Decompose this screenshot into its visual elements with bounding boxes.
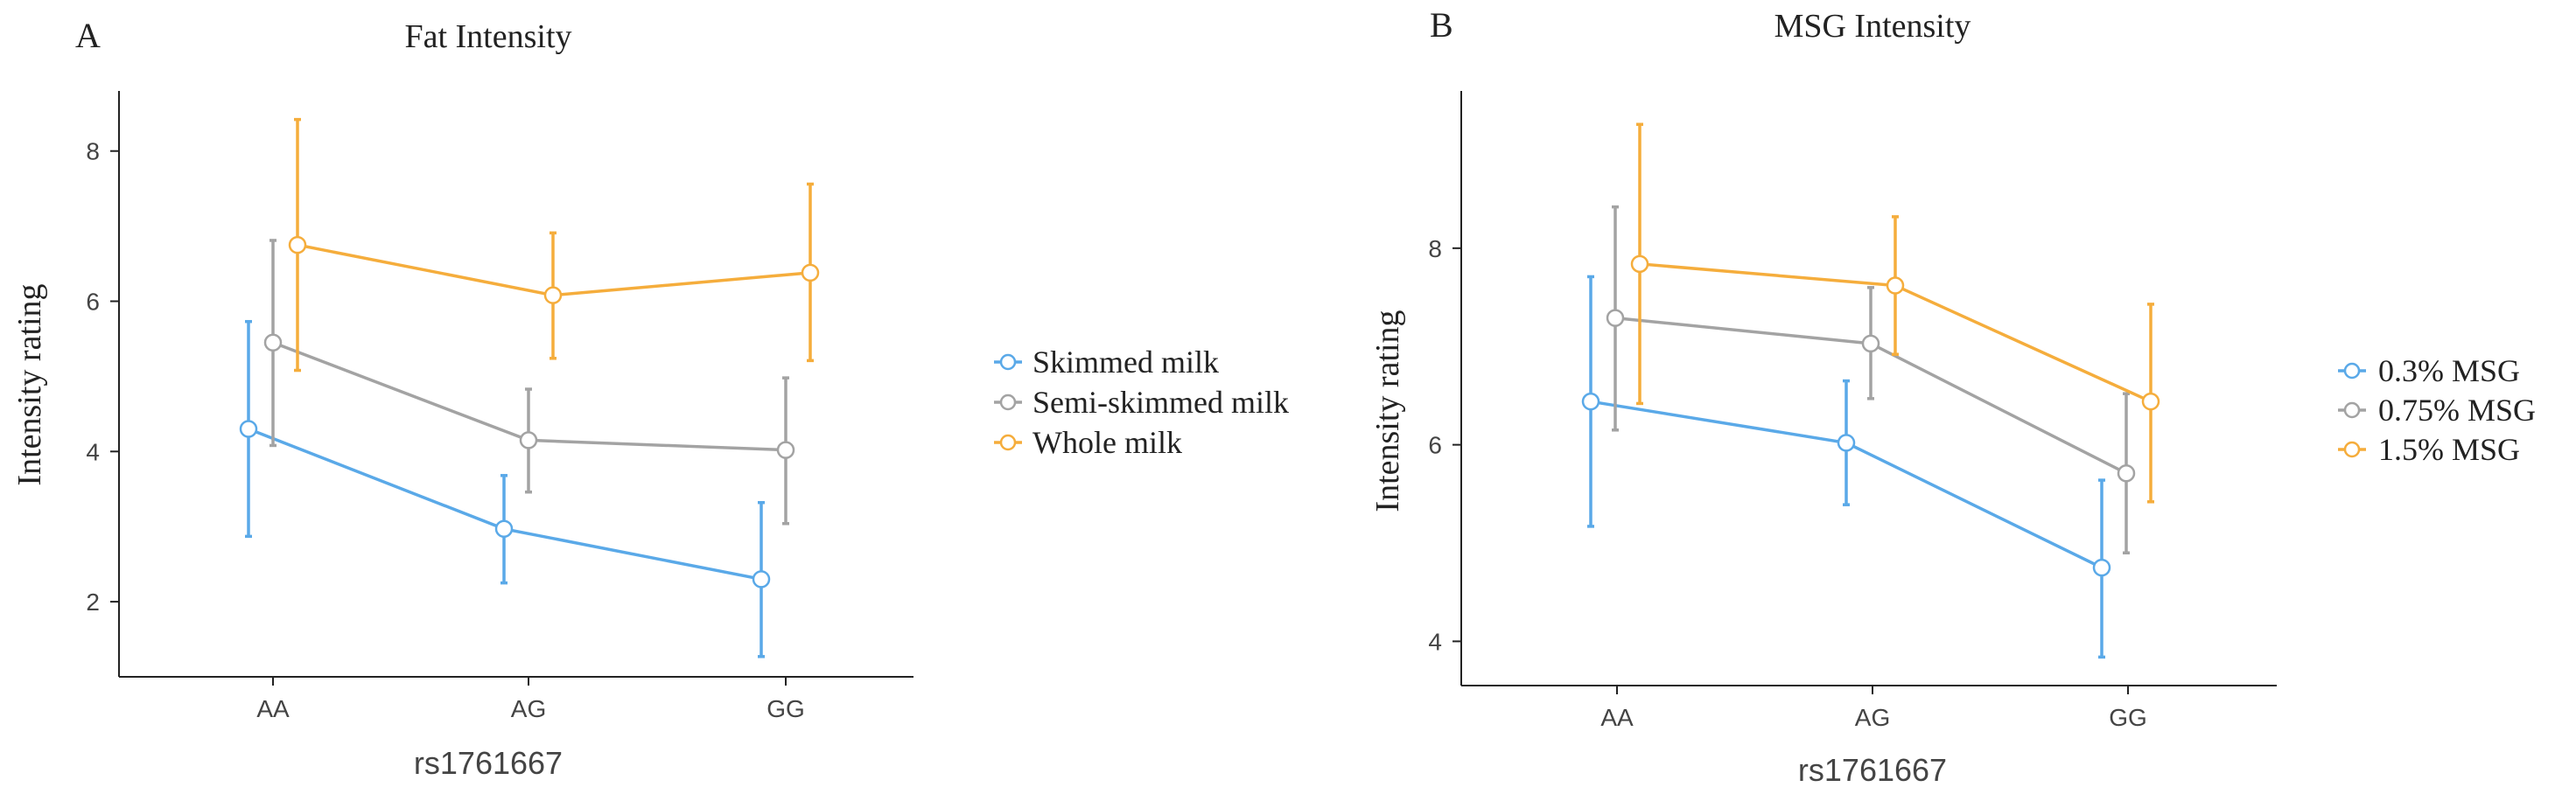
chart-title-msg: MSG Intensity (1774, 8, 1971, 45)
data-point-whole-milk (543, 286, 563, 304)
y-tick-label-fat: 4 (86, 438, 100, 465)
data-point-0-3-msg (2092, 558, 2111, 577)
panel-label-b: B (1430, 5, 1453, 45)
legend-marker-skimmed (999, 353, 1017, 371)
data-point-whole-milk (288, 235, 307, 254)
data-point-whole-milk (801, 263, 820, 282)
legend-fat: Skimmed milk Semi-skimmed milk Whole mil… (994, 345, 1289, 460)
legend-label-semi-skimmed: Semi-skimmed milk (1032, 385, 1289, 420)
data-point-1-5-msg (1630, 254, 1649, 274)
data-point-semi-skimmed-milk (776, 441, 795, 459)
data-point-0-75-msg (2117, 463, 2136, 483)
legend-entry-whole: Whole milk (994, 425, 1182, 460)
legend-marker-whole (999, 434, 1017, 451)
data-point-0-75-msg (1606, 309, 1625, 327)
x-axis-label-msg: rs1761667 (1798, 752, 1947, 788)
legend-marker-msg-03 (2343, 362, 2361, 380)
legend-label-skimmed: Skimmed milk (1032, 345, 1219, 380)
legend-entry-semi-skimmed: Semi-skimmed milk (994, 385, 1289, 420)
chart-title-fat: Fat Intensity (404, 18, 571, 55)
x-tick-label-fat: AG (511, 695, 546, 722)
data-point-0-75-msg (1861, 334, 1880, 353)
plot-area-fat: 2 4 6 8 AA AG GG (86, 91, 914, 722)
panel-msg-intensity: B MSG Intensity Intensity rating rs17616… (1369, 5, 2536, 788)
legend-marker-msg-15 (2343, 441, 2361, 458)
legend-entry-msg-075: 0.75% MSG (2338, 393, 2536, 428)
data-point-skimmed-milk (239, 420, 258, 438)
plot-area-msg: 4 6 8 AA AG GG (1428, 91, 2277, 731)
x-tick-label-msg: AG (1855, 704, 1890, 731)
legend-marker-msg-075 (2343, 401, 2361, 419)
legend-label-msg-15: 1.5% MSG (2378, 432, 2520, 467)
legend-entry-msg-15: 1.5% MSG (2338, 432, 2520, 467)
legend-marker-semi-skimmed (999, 394, 1017, 411)
x-tick-label-fat: GG (766, 695, 805, 722)
y-axis-label-fat: Intensity rating (11, 283, 48, 485)
y-tick-label-msg: 4 (1428, 628, 1442, 655)
y-tick-label-msg: 8 (1428, 235, 1442, 262)
data-point-skimmed-milk (494, 519, 514, 539)
y-tick-label-msg: 6 (1428, 432, 1442, 459)
y-tick-label-fat: 2 (86, 589, 100, 616)
data-point-skimmed-milk (752, 570, 771, 589)
y-tick-label-fat: 8 (86, 138, 100, 165)
legend-label-whole: Whole milk (1032, 425, 1182, 460)
legend-label-msg-075: 0.75% MSG (2378, 393, 2536, 428)
x-axis-label-fat: rs1761667 (414, 745, 563, 781)
x-tick-label-msg: GG (2109, 704, 2147, 731)
panel-fat-intensity: A Fat Intensity Intensity rating rs17616… (11, 16, 1289, 781)
data-point-semi-skimmed-milk (263, 333, 283, 352)
data-point-1-5-msg (2141, 392, 2160, 411)
legend-entry-skimmed: Skimmed milk (994, 345, 1219, 380)
y-tick-label-fat: 6 (86, 289, 100, 316)
panel-label-a: A (75, 16, 101, 55)
legend-msg: 0.3% MSG 0.75% MSG 1.5% MSG (2338, 353, 2536, 467)
data-point-semi-skimmed-milk (519, 431, 538, 449)
y-axis-label-msg: Intensity rating (1369, 310, 1406, 512)
legend-label-msg-03: 0.3% MSG (2378, 353, 2520, 388)
data-point-0-3-msg (1837, 434, 1856, 452)
data-point-1-5-msg (1886, 276, 1905, 295)
legend-entry-msg-03: 0.3% MSG (2338, 353, 2520, 388)
data-point-0-3-msg (1581, 392, 1600, 411)
x-tick-label-msg: AA (1600, 704, 1634, 731)
x-tick-label-fat: AA (256, 695, 290, 722)
